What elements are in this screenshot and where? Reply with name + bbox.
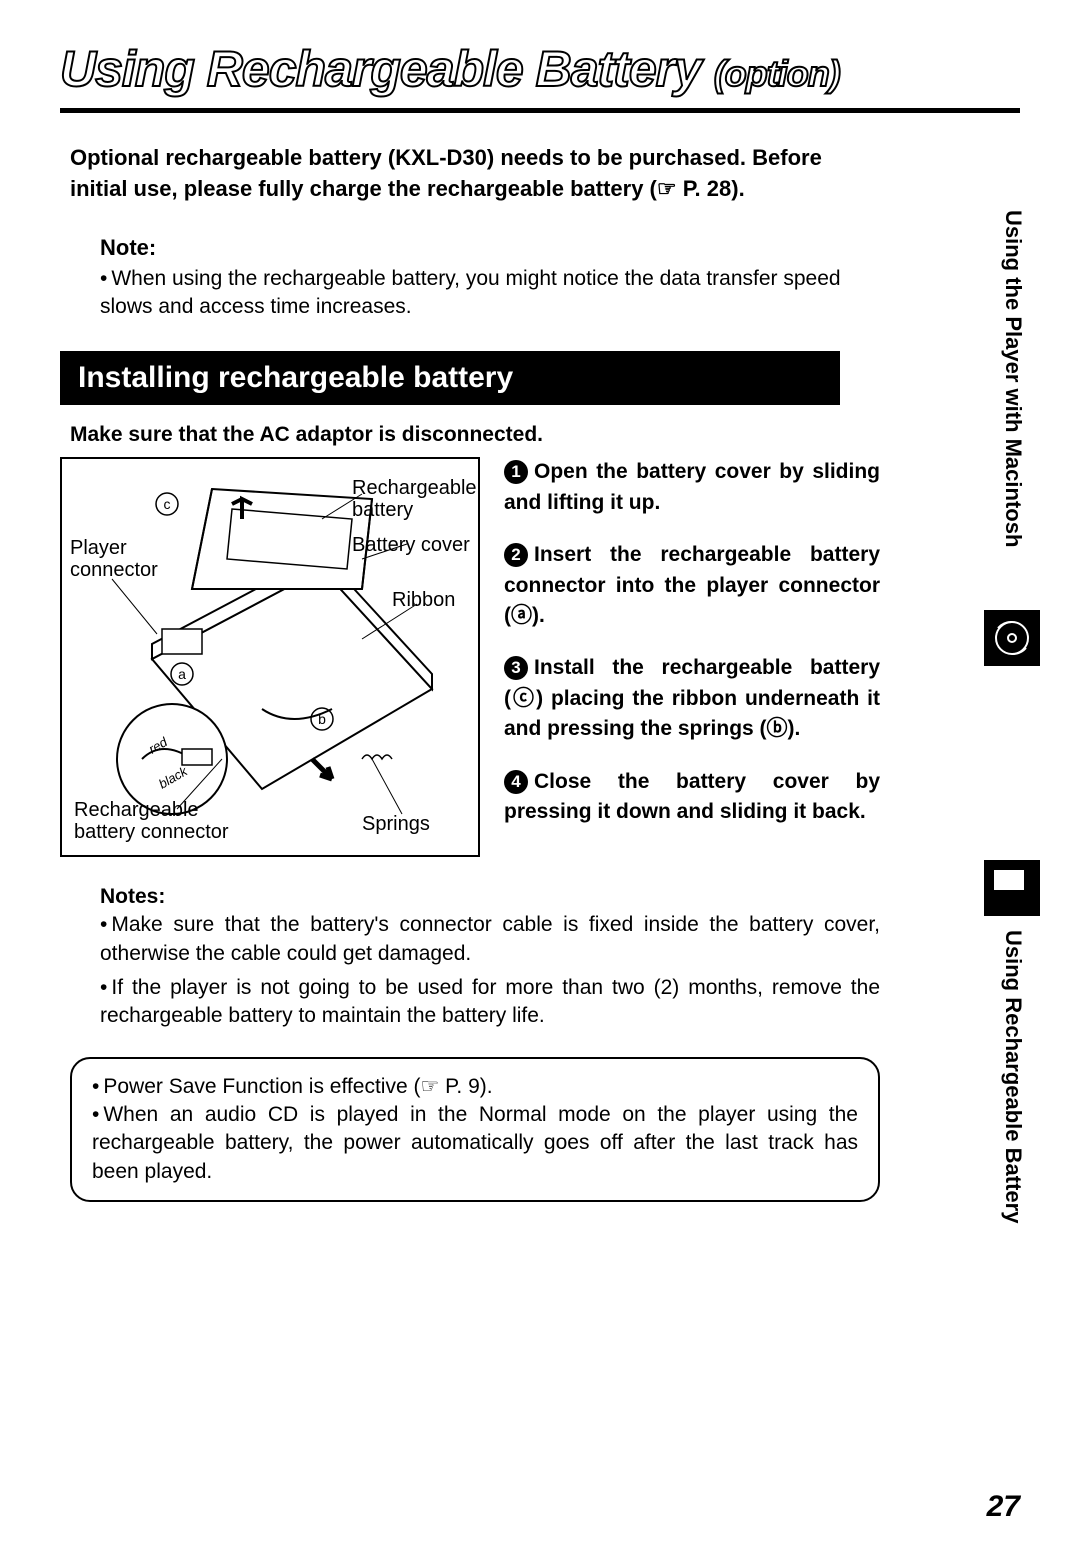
step-4: 4Close the battery cover by pressing it … [504, 767, 880, 828]
subhead: Make sure that the AC adaptor is disconn… [60, 423, 1020, 447]
step-3-text: Install the rechargeable battery (ⓒ) pla… [504, 656, 880, 740]
title-option: (option) [714, 53, 840, 94]
svg-text:c: c [164, 496, 171, 512]
step-2-text: Insert the rechargeable battery connecto… [504, 543, 880, 627]
side-text-bottom: Using Rechargeable Battery [1000, 930, 1026, 1223]
label-springs: Springs [362, 813, 430, 835]
side-rail: Using the Player with Macintosh Using Re… [980, 210, 1040, 1290]
steps: 1Open the battery cover by sliding and l… [504, 457, 880, 849]
callout-item: When an audio CD is played in the Normal… [92, 1101, 858, 1186]
intro-text: Optional rechargeable battery (KXL-D30) … [60, 143, 1020, 205]
note-heading: Note: [100, 235, 1020, 261]
notes2-item: Make sure that the battery's connector c… [100, 911, 880, 968]
notes2-item: If the player is not going to be used fo… [100, 974, 880, 1031]
callout-item: Power Save Function is effective (☞ P. 9… [92, 1073, 858, 1101]
label-player-connector: Player connector [70, 537, 160, 581]
notes2-heading: Notes: [100, 885, 880, 909]
title-main: Using Rechargeable Battery [60, 41, 701, 97]
label-rechargeable-battery: Rechargeable battery [352, 477, 482, 521]
section-heading: Installing rechargeable battery [60, 351, 840, 405]
page-title: Using Rechargeable Battery (option) [60, 40, 1020, 98]
callout-box: Power Save Function is effective (☞ P. 9… [70, 1057, 880, 1202]
step-1-text: Open the battery cover by sliding and li… [504, 460, 880, 513]
svg-text:a: a [178, 666, 186, 682]
step-2: 2Insert the rechargeable battery connect… [504, 540, 880, 631]
notes-block: Notes: Make sure that the battery's conn… [100, 885, 1020, 1030]
note-item: When using the rechargeable battery, you… [100, 265, 860, 322]
label-ribbon: Ribbon [392, 589, 455, 611]
step-4-text: Close the battery cover by pressing it d… [504, 770, 880, 823]
note-list: When using the rechargeable battery, you… [100, 265, 1020, 322]
page-number: 27 [987, 1490, 1020, 1524]
side-tab-cd-icon [984, 610, 1040, 666]
title-rule [60, 108, 1020, 113]
step-3: 3Install the rechargeable battery (ⓒ) pl… [504, 653, 880, 744]
diagram-and-steps: a b c red black Rechargeable batte [60, 457, 1020, 857]
label-recharge-connector: Rechargeable battery connector [74, 799, 254, 843]
side-tab-battery-icon [984, 860, 1040, 916]
diagram: a b c red black Rechargeable batte [60, 457, 480, 857]
step-1: 1Open the battery cover by sliding and l… [504, 457, 880, 518]
label-battery-cover: Battery cover [352, 534, 470, 556]
side-text-top: Using the Player with Macintosh [1000, 210, 1026, 547]
